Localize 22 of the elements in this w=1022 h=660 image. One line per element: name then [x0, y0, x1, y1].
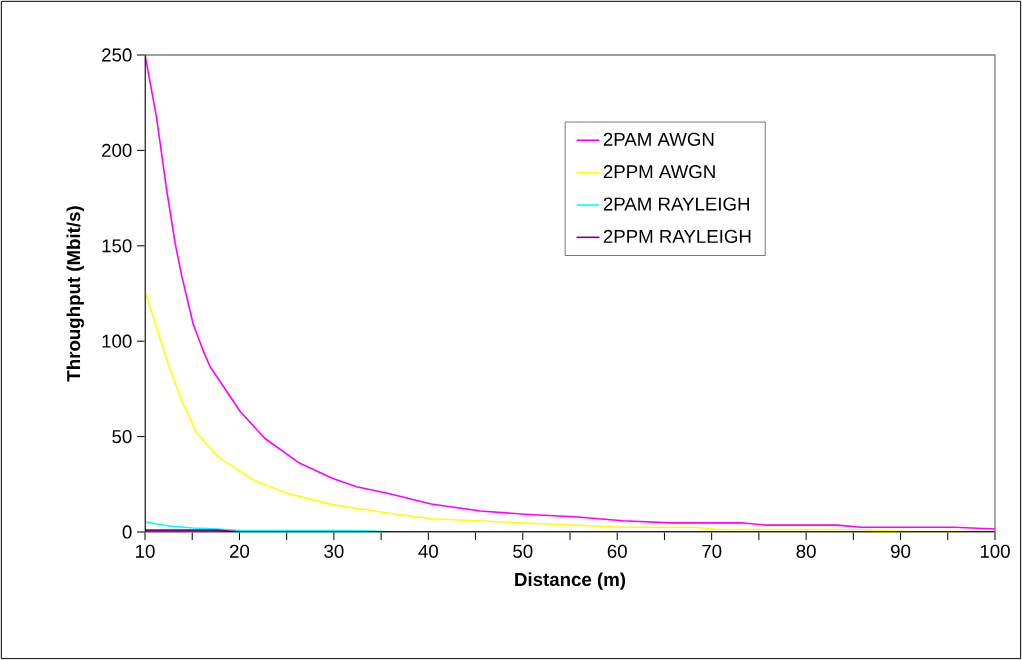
- legend-label: 2PPM RAYLEIGH: [603, 229, 751, 244]
- x-tick-label: 40: [418, 544, 438, 558]
- x-tick-label: 10: [136, 544, 155, 558]
- x-tick-label: 50: [513, 544, 533, 558]
- x-tick-label: 70: [702, 544, 722, 558]
- y-tick-label: 50: [112, 429, 132, 444]
- x-tick-label: 60: [607, 544, 627, 558]
- y-tick-label: 150: [102, 239, 132, 253]
- x-axis-title: Distance (m): [515, 572, 626, 590]
- y-tick-label: 0: [122, 525, 132, 539]
- y-tick-label: 100: [102, 334, 132, 348]
- y-axis-title: Throughput (Mbit/s): [66, 206, 84, 382]
- y-tick-label: 200: [102, 143, 132, 158]
- legend-label: 2PAM AWGN: [603, 132, 714, 146]
- x-tick-label: 80: [796, 544, 816, 558]
- x-tick-label: 90: [891, 544, 911, 558]
- x-tick-label: 30: [324, 544, 344, 558]
- y-tick-label: 250: [102, 48, 132, 62]
- x-tick-label: 100: [980, 544, 1010, 558]
- x-tick-label: 20: [230, 544, 250, 558]
- legend-label: 2PPM AWGN: [603, 165, 715, 179]
- legend-label: 2PAM RAYLEIGH: [603, 197, 749, 211]
